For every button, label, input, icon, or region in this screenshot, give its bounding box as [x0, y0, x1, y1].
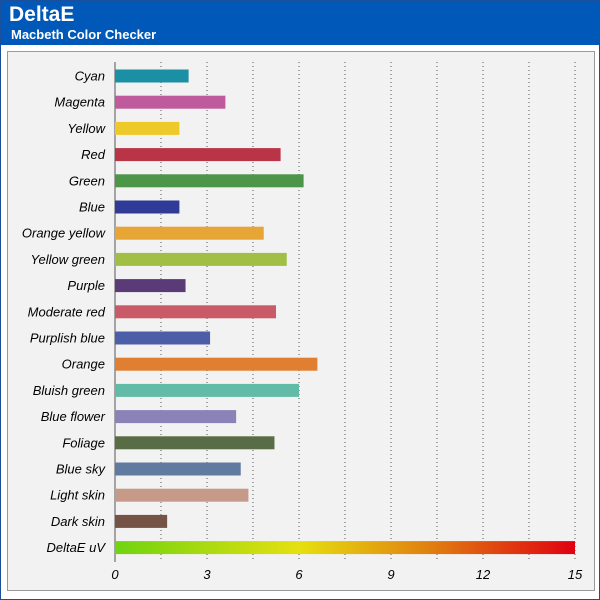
bar-deltae-uv: [115, 541, 575, 555]
category-label-bluish-green: Bluish green: [33, 383, 105, 398]
category-label-blue-flower: Blue flower: [41, 409, 106, 424]
x-axis-ticks: 0 3 6 9 12 15: [111, 567, 583, 582]
category-label-orange-yellow: Orange yellow: [22, 226, 107, 241]
bar-orange: [115, 357, 318, 371]
x-tick-label: 9: [387, 567, 394, 582]
x-tick-label: 12: [476, 567, 491, 582]
category-label-deltae-uv: DeltaE uV: [46, 540, 106, 555]
bar-red: [115, 148, 281, 162]
x-tick-label: 3: [203, 567, 211, 582]
bar-green: [115, 174, 304, 188]
category-label-blue: Blue: [79, 200, 105, 215]
bar-bluish-green: [115, 383, 299, 397]
bar-blue-sky: [115, 462, 241, 476]
bar-moderate-red: [115, 305, 276, 319]
category-label-light-skin: Light skin: [50, 488, 105, 503]
category-label-moderate-red: Moderate red: [28, 304, 106, 319]
category-label-red: Red: [81, 147, 106, 162]
bar-purplish-blue: [115, 331, 211, 345]
category-label-foliage: Foliage: [62, 435, 105, 450]
x-tick-label: 6: [295, 567, 303, 582]
bars-group: [115, 69, 575, 555]
bar-blue: [115, 200, 180, 214]
category-label-orange: Orange: [62, 357, 105, 372]
category-label-green: Green: [69, 173, 105, 188]
category-label-cyan: Cyan: [75, 69, 105, 84]
category-label-yellow: Yellow: [67, 121, 106, 136]
x-tick-label: 0: [111, 567, 119, 582]
bar-foliage: [115, 436, 275, 450]
bar-yellow-green: [115, 252, 287, 266]
chart-header: DeltaE Macbeth Color Checker: [1, 1, 599, 45]
category-label-dark-skin: Dark skin: [51, 514, 105, 529]
x-tick-label: 15: [568, 567, 583, 582]
category-labels: Cyan Magenta Yellow Red Green Blue Orange yell…: [22, 69, 107, 556]
chart-title: DeltaE: [9, 3, 75, 26]
bar-orange-yellow: [115, 226, 264, 240]
bar-light-skin: [115, 488, 249, 502]
category-label-purplish-blue: Purplish blue: [30, 331, 105, 346]
bar-dark-skin: [115, 514, 168, 528]
category-label-magenta: Magenta: [54, 95, 105, 110]
plot-panel: [7, 51, 595, 591]
category-label-blue-sky: Blue sky: [56, 462, 107, 477]
category-label-purple: Purple: [67, 278, 105, 293]
bar-purple: [115, 279, 186, 293]
bar-magenta: [115, 95, 226, 109]
bar-cyan: [115, 69, 189, 83]
category-label-yellow-green: Yellow green: [31, 252, 105, 267]
bar-blue-flower: [115, 410, 237, 424]
chart-subtitle: Macbeth Color Checker: [11, 27, 157, 42]
bar-yellow: [115, 121, 180, 135]
